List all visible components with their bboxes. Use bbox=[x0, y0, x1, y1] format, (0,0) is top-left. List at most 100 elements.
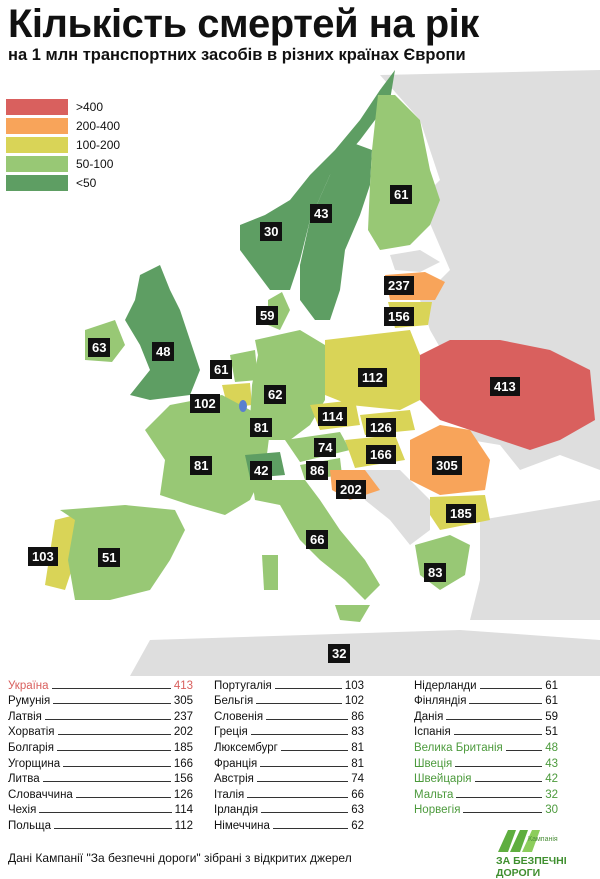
country-name: Україна bbox=[8, 679, 49, 692]
country-name: Румунія bbox=[8, 695, 51, 708]
table-row: Португалія 103 bbox=[214, 676, 364, 692]
table-row: Іспанія 51 bbox=[414, 723, 558, 739]
logo-name: ЗА БЕЗПЕЧНІ ДОРОГИ bbox=[496, 855, 567, 879]
road-logo-icon bbox=[498, 830, 540, 852]
legend-item: >400 bbox=[6, 97, 120, 116]
country-name: Данія bbox=[414, 710, 444, 723]
page-subtitle: на 1 млн транспортних засобів в різних к… bbox=[8, 46, 466, 64]
legend-item: 100-200 bbox=[6, 135, 120, 154]
country-value: 86 bbox=[351, 710, 364, 723]
country-value: 305 bbox=[173, 695, 193, 708]
country-name: Болгарія bbox=[8, 741, 54, 754]
leader-line bbox=[272, 827, 349, 829]
leader-line bbox=[51, 687, 171, 689]
map-label-italy: 66 bbox=[306, 530, 329, 549]
table-row: Румунія 305 bbox=[8, 692, 193, 708]
table-row: Данія 59 bbox=[414, 707, 558, 723]
leader-line bbox=[53, 827, 172, 829]
legend-item: <50 bbox=[6, 173, 120, 192]
legend-label: 100-200 bbox=[76, 137, 121, 152]
legend-swatch bbox=[6, 155, 68, 172]
table-row: Польща 112 bbox=[8, 816, 193, 832]
page-title: Кількість смертей на рік bbox=[8, 2, 479, 46]
table-row: Нідерланди 61 bbox=[414, 676, 558, 692]
leader-line bbox=[44, 718, 171, 720]
country-portugal bbox=[45, 515, 75, 590]
country-name: Ірландія bbox=[214, 804, 259, 817]
leader-line bbox=[260, 765, 349, 767]
country-value: 66 bbox=[351, 788, 364, 801]
map-label-croatia: 202 bbox=[336, 480, 366, 499]
table-row: Мальта 32 bbox=[414, 785, 558, 801]
country-value: 43 bbox=[545, 757, 558, 770]
table-row: Австрія 74 bbox=[214, 770, 364, 785]
leader-line bbox=[463, 812, 543, 814]
legend-swatch bbox=[6, 117, 68, 134]
map-label-slovenia: 86 bbox=[306, 461, 329, 480]
map-label-denmark: 59 bbox=[256, 306, 279, 325]
country-value: 81 bbox=[351, 741, 364, 754]
country-uk bbox=[125, 265, 200, 400]
table-row: Норвегія 30 bbox=[414, 801, 558, 817]
country-value: 114 bbox=[174, 804, 193, 817]
map-label-luxembourg: 81 bbox=[250, 418, 273, 437]
country-name: Угорщина bbox=[8, 757, 61, 770]
map-label-malta: 32 bbox=[328, 644, 351, 663]
table-row: Україна 413 bbox=[8, 676, 193, 692]
country-value: 126 bbox=[173, 788, 193, 801]
country-name: Іспанія bbox=[414, 726, 451, 739]
country-value: 59 bbox=[545, 710, 558, 723]
map-label-austria: 74 bbox=[314, 438, 337, 457]
leader-line bbox=[479, 687, 543, 689]
country-name: Португалія bbox=[214, 679, 272, 692]
leader-line bbox=[505, 749, 543, 751]
leader-line bbox=[456, 796, 543, 798]
country-value: 166 bbox=[173, 757, 193, 770]
country-spain bbox=[60, 505, 185, 600]
country-value: 237 bbox=[173, 710, 193, 723]
leader-line bbox=[474, 781, 543, 783]
country-value: 63 bbox=[351, 804, 364, 817]
country-value: 156 bbox=[173, 773, 193, 786]
leader-line bbox=[446, 718, 543, 720]
country-france bbox=[145, 395, 270, 515]
map-label-latvia: 237 bbox=[384, 276, 414, 295]
map-label-sweden: 43 bbox=[310, 204, 333, 223]
country-name: Чехія bbox=[8, 804, 37, 817]
country-luxembourg bbox=[239, 400, 247, 412]
leader-line bbox=[53, 703, 171, 705]
country-name: Фінляндія bbox=[414, 695, 467, 708]
country-value: 61 bbox=[545, 679, 558, 692]
table-row: Фінляндія 61 bbox=[414, 692, 558, 708]
country-name: Латвія bbox=[8, 710, 42, 723]
map-label-finland: 61 bbox=[390, 185, 413, 204]
ranking-table-col2: Португалія 103 Бельгія 102 Словенія 86 Грец… bbox=[214, 676, 364, 832]
legend-label: <50 bbox=[76, 175, 97, 190]
leader-line bbox=[453, 734, 543, 736]
region-no-data-africa bbox=[130, 630, 600, 676]
country-name: Словенія bbox=[214, 710, 264, 723]
map-label-spain: 51 bbox=[98, 548, 121, 567]
country-estonia bbox=[390, 250, 440, 272]
country-finland bbox=[368, 95, 440, 250]
table-row: Ірландія 63 bbox=[214, 801, 364, 817]
country-value: 61 bbox=[545, 695, 558, 708]
country-name: Норвегія bbox=[414, 804, 461, 817]
map-label-germany: 62 bbox=[264, 385, 287, 404]
table-row: Швеція 43 bbox=[414, 754, 558, 770]
leader-line bbox=[274, 687, 342, 689]
table-row: Литва 156 bbox=[8, 770, 193, 786]
country-name: Нідерланди bbox=[414, 679, 477, 692]
leader-line bbox=[63, 765, 171, 767]
source-note: Дані Кампанії "За безпечні дороги" зібра… bbox=[8, 851, 352, 865]
leader-line bbox=[256, 703, 342, 705]
legend-swatch bbox=[6, 174, 68, 191]
map-label-ukraine: 413 bbox=[490, 377, 520, 396]
logo-caption: Кампанія bbox=[528, 836, 558, 843]
country-sweden bbox=[300, 140, 372, 320]
leader-line bbox=[75, 796, 171, 798]
table-row: Бельгія 102 bbox=[214, 692, 364, 707]
ranking-table-col1: Україна 413 Румунія 305 Латвія 237 Хорватія… bbox=[8, 676, 193, 832]
country-name: Польща bbox=[8, 819, 51, 832]
country-value: 32 bbox=[545, 788, 558, 801]
